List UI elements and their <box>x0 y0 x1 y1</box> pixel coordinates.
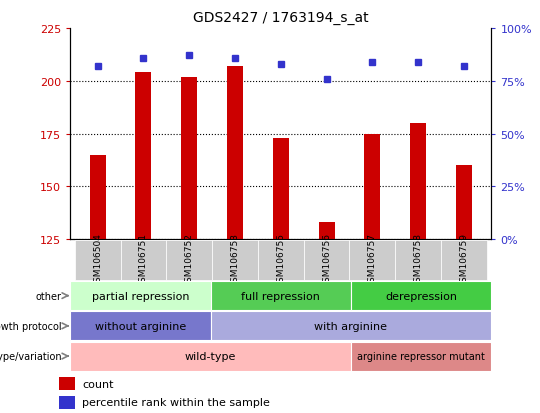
Bar <box>273 138 289 240</box>
Text: GSM106758: GSM106758 <box>414 233 423 287</box>
Text: GSM106504: GSM106504 <box>93 233 102 287</box>
FancyBboxPatch shape <box>395 240 441 280</box>
FancyBboxPatch shape <box>258 240 303 280</box>
FancyBboxPatch shape <box>70 311 211 341</box>
Bar <box>410 124 426 240</box>
Text: derepression: derepression <box>385 291 457 301</box>
FancyBboxPatch shape <box>351 281 491 311</box>
FancyBboxPatch shape <box>120 240 166 280</box>
Text: full repression: full repression <box>241 291 320 301</box>
Text: growth protocol: growth protocol <box>0 321 62 331</box>
Text: GSM106759: GSM106759 <box>460 233 468 287</box>
Text: percentile rank within the sample: percentile rank within the sample <box>82 397 270 407</box>
FancyBboxPatch shape <box>351 342 491 371</box>
Text: GSM106753: GSM106753 <box>231 233 240 287</box>
FancyBboxPatch shape <box>166 240 212 280</box>
FancyBboxPatch shape <box>75 240 120 280</box>
Text: without arginine: without arginine <box>95 321 186 331</box>
Bar <box>319 223 335 240</box>
Bar <box>90 155 106 240</box>
Text: arginine repressor mutant: arginine repressor mutant <box>357 351 485 361</box>
Text: GSM106751: GSM106751 <box>139 233 148 287</box>
FancyBboxPatch shape <box>70 342 351 371</box>
Text: GSM106755: GSM106755 <box>276 233 285 287</box>
FancyBboxPatch shape <box>349 240 395 280</box>
Bar <box>364 134 380 240</box>
Text: wild-type: wild-type <box>185 351 237 361</box>
Title: GDS2427 / 1763194_s_at: GDS2427 / 1763194_s_at <box>193 11 369 25</box>
FancyBboxPatch shape <box>303 240 349 280</box>
Bar <box>227 67 243 240</box>
Bar <box>59 377 75 390</box>
Text: partial repression: partial repression <box>92 291 189 301</box>
FancyBboxPatch shape <box>211 281 351 311</box>
Text: GSM106752: GSM106752 <box>185 233 194 287</box>
FancyBboxPatch shape <box>441 240 487 280</box>
Text: other: other <box>36 291 62 301</box>
FancyBboxPatch shape <box>211 311 491 341</box>
FancyBboxPatch shape <box>70 281 211 311</box>
Text: with arginine: with arginine <box>314 321 388 331</box>
Bar <box>136 73 151 240</box>
FancyBboxPatch shape <box>212 240 258 280</box>
Text: genotype/variation: genotype/variation <box>0 351 62 361</box>
Text: GSM106756: GSM106756 <box>322 233 331 287</box>
Bar <box>456 166 472 240</box>
Text: count: count <box>82 379 113 389</box>
Text: GSM106757: GSM106757 <box>368 233 377 287</box>
Bar <box>59 396 75 409</box>
Bar <box>181 77 197 240</box>
